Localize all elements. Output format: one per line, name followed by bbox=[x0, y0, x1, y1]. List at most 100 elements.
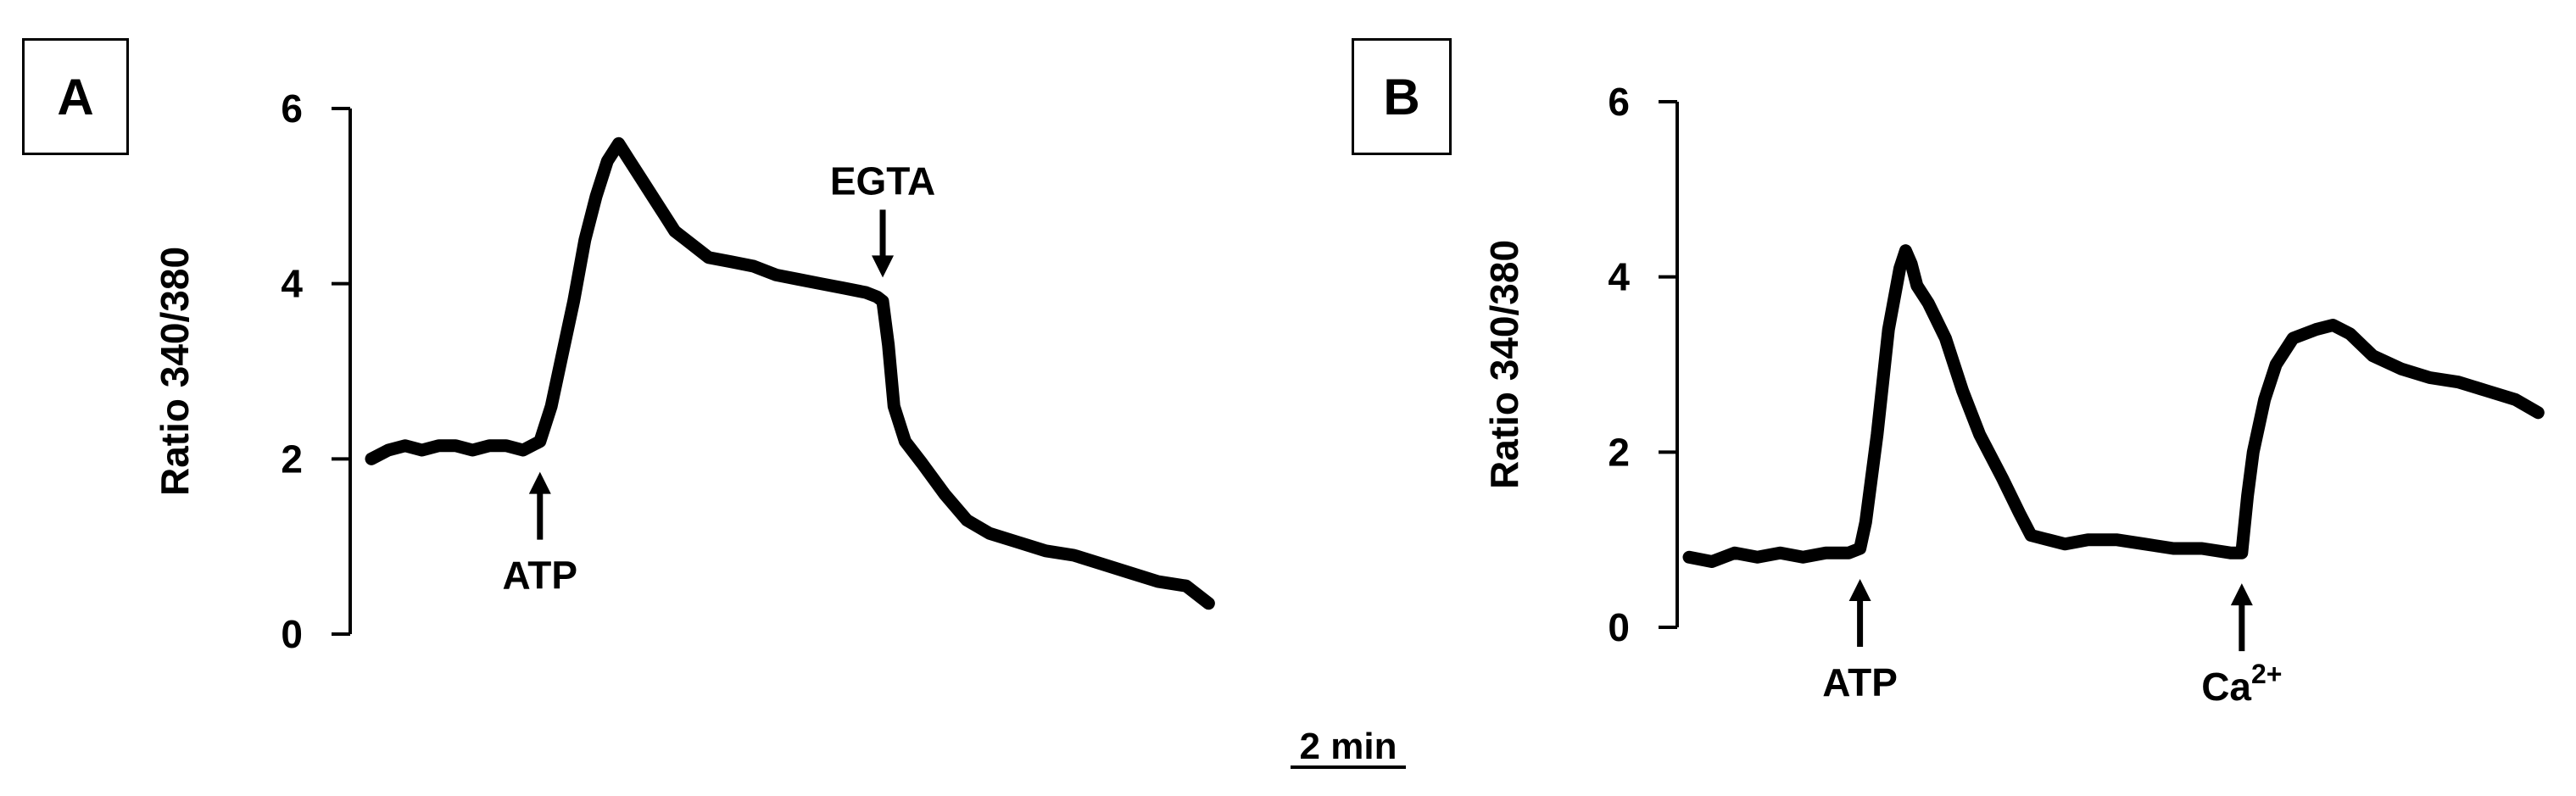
annotation-atp: ATP bbox=[1822, 579, 1898, 704]
data-point bbox=[1683, 551, 1695, 564]
series-line-0 bbox=[365, 136, 1215, 610]
data-point bbox=[2059, 537, 2071, 550]
data-point bbox=[2270, 359, 2283, 370]
data-point bbox=[877, 295, 889, 308]
y-axis-title: Ratio 340/380 bbox=[1482, 240, 1526, 489]
data-point bbox=[2395, 363, 2407, 376]
data-point bbox=[1124, 566, 1136, 579]
data-point bbox=[2082, 533, 2094, 546]
data-point bbox=[516, 444, 529, 456]
data-point bbox=[2013, 507, 2026, 520]
data-point bbox=[1774, 547, 1787, 559]
annotation-label: Ca2+ bbox=[2201, 659, 2282, 709]
data-point bbox=[1068, 549, 1080, 561]
data-point bbox=[860, 287, 873, 298]
data-point bbox=[882, 339, 895, 351]
data-point bbox=[1202, 597, 1215, 610]
data-point bbox=[466, 444, 479, 456]
y-axis-title: Ratio 340/380 bbox=[153, 247, 197, 496]
data-point bbox=[983, 527, 995, 540]
panel-b-label: B bbox=[1352, 38, 1452, 155]
data-point bbox=[1797, 551, 1809, 564]
annotation-atp: ATP bbox=[503, 471, 578, 598]
data-point bbox=[2344, 327, 2356, 340]
data-point bbox=[2258, 393, 2271, 406]
data-point bbox=[382, 444, 394, 456]
annotation-arrow-head bbox=[1848, 579, 1871, 601]
data-point bbox=[680, 234, 693, 246]
y-tick-label-4: 4 bbox=[281, 262, 303, 306]
scale-bar: 2 min bbox=[1291, 726, 1406, 769]
data-point bbox=[815, 277, 828, 290]
data-point bbox=[2042, 533, 2055, 546]
data-point bbox=[2327, 319, 2339, 331]
data-point bbox=[1899, 244, 1912, 257]
data-point bbox=[702, 251, 715, 264]
annotation-egta: EGTA bbox=[830, 159, 935, 278]
data-point bbox=[2110, 533, 2122, 546]
data-point bbox=[2195, 543, 2208, 554]
data-point bbox=[2247, 446, 2260, 459]
annotation-label: ATP bbox=[503, 554, 578, 598]
annotation-ca: Ca2+ bbox=[2201, 583, 2282, 709]
chart-panel-a: 0 2 4 6 Ratio 340/380 ATP EGTA bbox=[153, 86, 1215, 656]
data-point bbox=[1893, 262, 1906, 275]
data-point bbox=[533, 435, 546, 448]
data-point bbox=[1151, 576, 1164, 587]
data-point bbox=[2138, 537, 2151, 550]
data-point bbox=[365, 453, 377, 465]
chart-panel-b: 0 2 4 6 Ratio 340/380 ATP Ca2+ bbox=[1482, 80, 2545, 709]
data-point bbox=[1910, 280, 1923, 292]
data-point bbox=[2367, 349, 2379, 362]
annotation-arrow-head bbox=[528, 471, 551, 494]
data-point bbox=[1843, 547, 1855, 559]
data-point bbox=[612, 137, 625, 150]
data-point bbox=[623, 155, 636, 167]
data-point bbox=[1751, 551, 1764, 564]
data-point bbox=[2235, 547, 2248, 559]
y-tick-label-4: 4 bbox=[1608, 255, 1630, 299]
data-point bbox=[2480, 385, 2493, 397]
data-point bbox=[2532, 406, 2545, 419]
data-point bbox=[1882, 323, 1895, 336]
data-point bbox=[2287, 332, 2300, 344]
data-point bbox=[668, 225, 681, 237]
data-point bbox=[916, 457, 928, 470]
y-tick-label-2: 2 bbox=[281, 437, 303, 481]
data-point bbox=[399, 439, 411, 452]
data-point bbox=[545, 400, 558, 413]
y-tick-label-0: 0 bbox=[281, 612, 303, 656]
data-point bbox=[1705, 555, 1718, 568]
data-point bbox=[590, 190, 603, 203]
data-point bbox=[432, 439, 445, 452]
data-point bbox=[601, 155, 614, 167]
data-point bbox=[483, 439, 496, 452]
data-point bbox=[500, 439, 512, 452]
y-tick-label-6: 6 bbox=[1608, 80, 1630, 124]
data-point bbox=[635, 172, 648, 185]
data-point bbox=[1871, 428, 1883, 441]
data-point bbox=[1854, 543, 1866, 554]
data-point bbox=[1956, 385, 1969, 397]
annotation-label: ATP bbox=[1822, 660, 1898, 704]
annotation-arrow-head bbox=[2230, 583, 2253, 606]
data-point bbox=[1012, 536, 1024, 548]
data-point bbox=[2241, 490, 2254, 502]
data-point bbox=[1820, 547, 1832, 559]
data-point bbox=[1040, 544, 1052, 557]
panel-a-label: A bbox=[22, 38, 129, 155]
data-point bbox=[899, 435, 912, 448]
data-point bbox=[646, 190, 659, 203]
data-point bbox=[2167, 543, 2180, 554]
data-point bbox=[657, 208, 670, 220]
data-point bbox=[961, 514, 973, 526]
data-point bbox=[1179, 580, 1192, 593]
data-point bbox=[556, 348, 569, 360]
data-point bbox=[2423, 371, 2436, 384]
annotation-arrow-head bbox=[872, 255, 895, 278]
data-point bbox=[837, 281, 850, 294]
data-point bbox=[567, 295, 580, 308]
data-point bbox=[1728, 547, 1741, 559]
annotation-label: EGTA bbox=[830, 159, 935, 203]
